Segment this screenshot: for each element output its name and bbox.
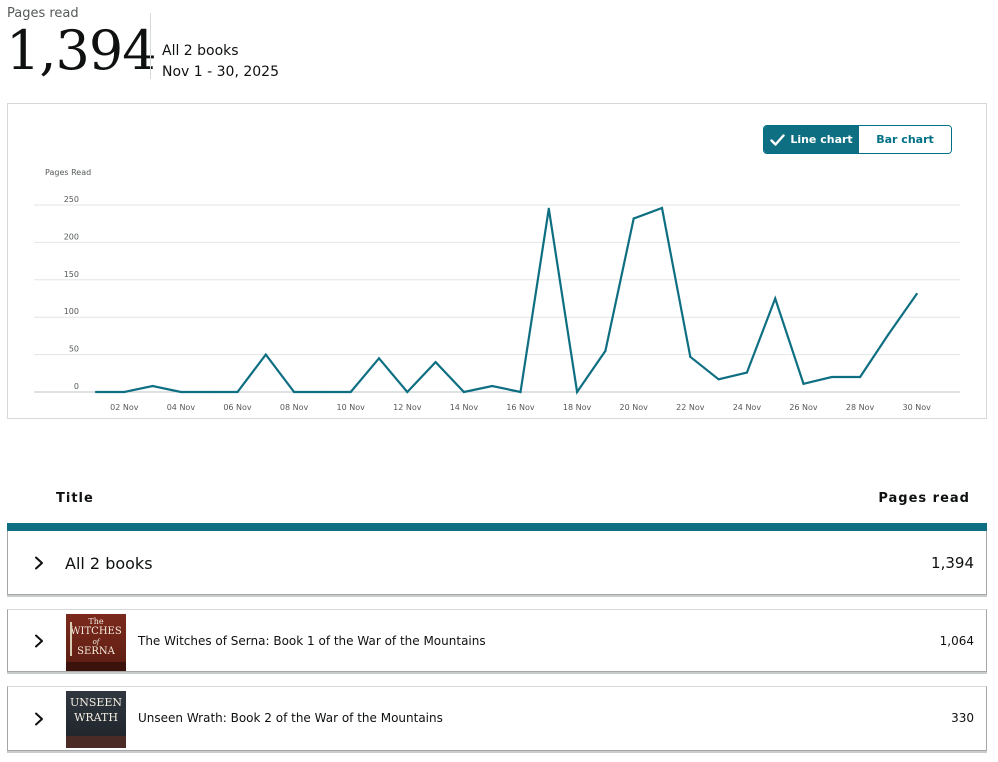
y-tick-label: 50 — [69, 345, 79, 354]
data-point — [94, 390, 98, 394]
cover-text: WITCHES — [70, 626, 122, 637]
data-point — [717, 378, 720, 381]
y-axis-label: Pages Read — [45, 168, 91, 177]
data-point — [660, 206, 664, 210]
table-header-rule — [7, 523, 987, 532]
x-tick-label: 14 Nov — [450, 403, 479, 412]
chevron-right-icon[interactable] — [34, 556, 44, 570]
cover-text: of — [92, 638, 100, 646]
data-point — [519, 390, 522, 394]
data-point — [151, 384, 154, 388]
y-tick-label: 150 — [64, 270, 79, 279]
cover-text: The — [88, 617, 104, 626]
pages-read-line-chart: Pages Read 0 50 100 150 200 250 02 Nov 04 Nov 06 … — [34, 168, 960, 412]
x-tick-label: 04 Nov — [167, 403, 196, 412]
data-point — [745, 371, 749, 374]
x-tick-label: 28 Nov — [846, 403, 875, 412]
data-point — [576, 390, 579, 394]
data-point — [208, 390, 211, 394]
cover-decoration — [66, 736, 126, 748]
check-icon — [770, 133, 786, 146]
all-books-pages: 1,394 — [931, 554, 974, 572]
data-point — [887, 333, 890, 336]
chevron-right-icon[interactable] — [34, 634, 44, 648]
table-row-book[interactable]: UNSEEN WRATH Unseen Wrath: Book 2 of the… — [7, 686, 987, 751]
x-tick-label: 24 Nov — [733, 403, 762, 412]
column-header-pages-read[interactable]: Pages read — [878, 491, 970, 506]
x-tick-label: 08 Nov — [280, 403, 309, 412]
data-point — [604, 349, 607, 352]
table-row-all-books[interactable]: All 2 books 1,394 — [7, 531, 987, 595]
x-tick-label: 10 Nov — [337, 403, 366, 412]
data-point — [774, 297, 777, 300]
data-point — [547, 207, 550, 210]
data-point — [689, 355, 692, 358]
y-tick-label: 0 — [74, 382, 79, 391]
cover-text: UNSEEN — [69, 696, 123, 709]
data-point — [632, 217, 635, 220]
all-books-label: All 2 books — [65, 554, 153, 573]
cover-text: SERNA — [77, 646, 115, 657]
cover-text: WRATH — [74, 711, 118, 724]
y-tick-label: 200 — [64, 232, 79, 241]
data-point — [915, 292, 918, 296]
x-tick-label: 18 Nov — [563, 403, 592, 412]
data-point — [434, 360, 437, 364]
book-title: Unseen Wrath: Book 2 of the War of the M… — [138, 711, 443, 725]
x-tick-label: 26 Nov — [789, 403, 818, 412]
series-line — [96, 206, 918, 395]
y-tick-label: 250 — [64, 195, 79, 204]
bar-chart-label: Bar chart — [876, 133, 934, 146]
total-pages-read: 1,394 — [6, 19, 157, 82]
data-point — [802, 382, 805, 385]
x-tick-label: 02 Nov — [110, 403, 139, 412]
x-tick-label: 06 Nov — [223, 403, 252, 412]
x-tick-label: 16 Nov — [506, 403, 535, 412]
summary-label: Pages read — [7, 6, 79, 21]
summary-divider — [150, 13, 151, 79]
chevron-right-icon[interactable] — [34, 712, 44, 726]
data-point — [406, 390, 409, 394]
data-point — [349, 390, 352, 394]
cover-decoration — [66, 662, 126, 671]
chart-card: Pages Read 0 50 100 150 200 250 02 Nov 04 Nov 06 … — [7, 103, 987, 419]
line-chart-label: Line chart — [790, 133, 853, 146]
date-range: Nov 1 - 30, 2025 — [162, 64, 279, 80]
data-point — [491, 384, 494, 388]
book-title: The Witches of Serna: Book 1 of the War … — [138, 634, 486, 648]
bar-chart-button[interactable]: Bar chart — [859, 126, 951, 153]
data-point — [830, 375, 833, 379]
x-tick-label: 20 Nov — [620, 403, 649, 412]
book-cover-image: The WITCHES of SERNA — [66, 614, 126, 671]
x-tick-label: 30 Nov — [903, 403, 932, 412]
data-point — [377, 357, 381, 360]
cover-decoration — [70, 622, 72, 656]
scope-text: All 2 books — [162, 43, 239, 59]
table-row-book[interactable]: The WITCHES of SERNA The Witches of Sern… — [7, 609, 987, 672]
book-pages: 1,064 — [939, 634, 974, 648]
book-pages: 330 — [951, 711, 974, 725]
line-chart-button[interactable]: Line chart — [764, 126, 859, 153]
data-point — [321, 390, 324, 394]
data-point — [293, 390, 296, 394]
x-tick-label: 12 Nov — [393, 403, 422, 412]
data-point — [123, 390, 126, 394]
data-point — [179, 390, 182, 394]
chart-type-toggle: Line chart Bar chart — [763, 125, 952, 154]
x-tick-label: 22 Nov — [676, 403, 705, 412]
data-point — [236, 390, 239, 394]
data-point — [859, 375, 862, 379]
column-header-title[interactable]: Title — [56, 491, 94, 506]
y-tick-label: 100 — [64, 307, 79, 316]
data-point — [462, 390, 465, 394]
book-cover-image: UNSEEN WRATH — [66, 691, 126, 748]
data-point — [264, 353, 267, 356]
